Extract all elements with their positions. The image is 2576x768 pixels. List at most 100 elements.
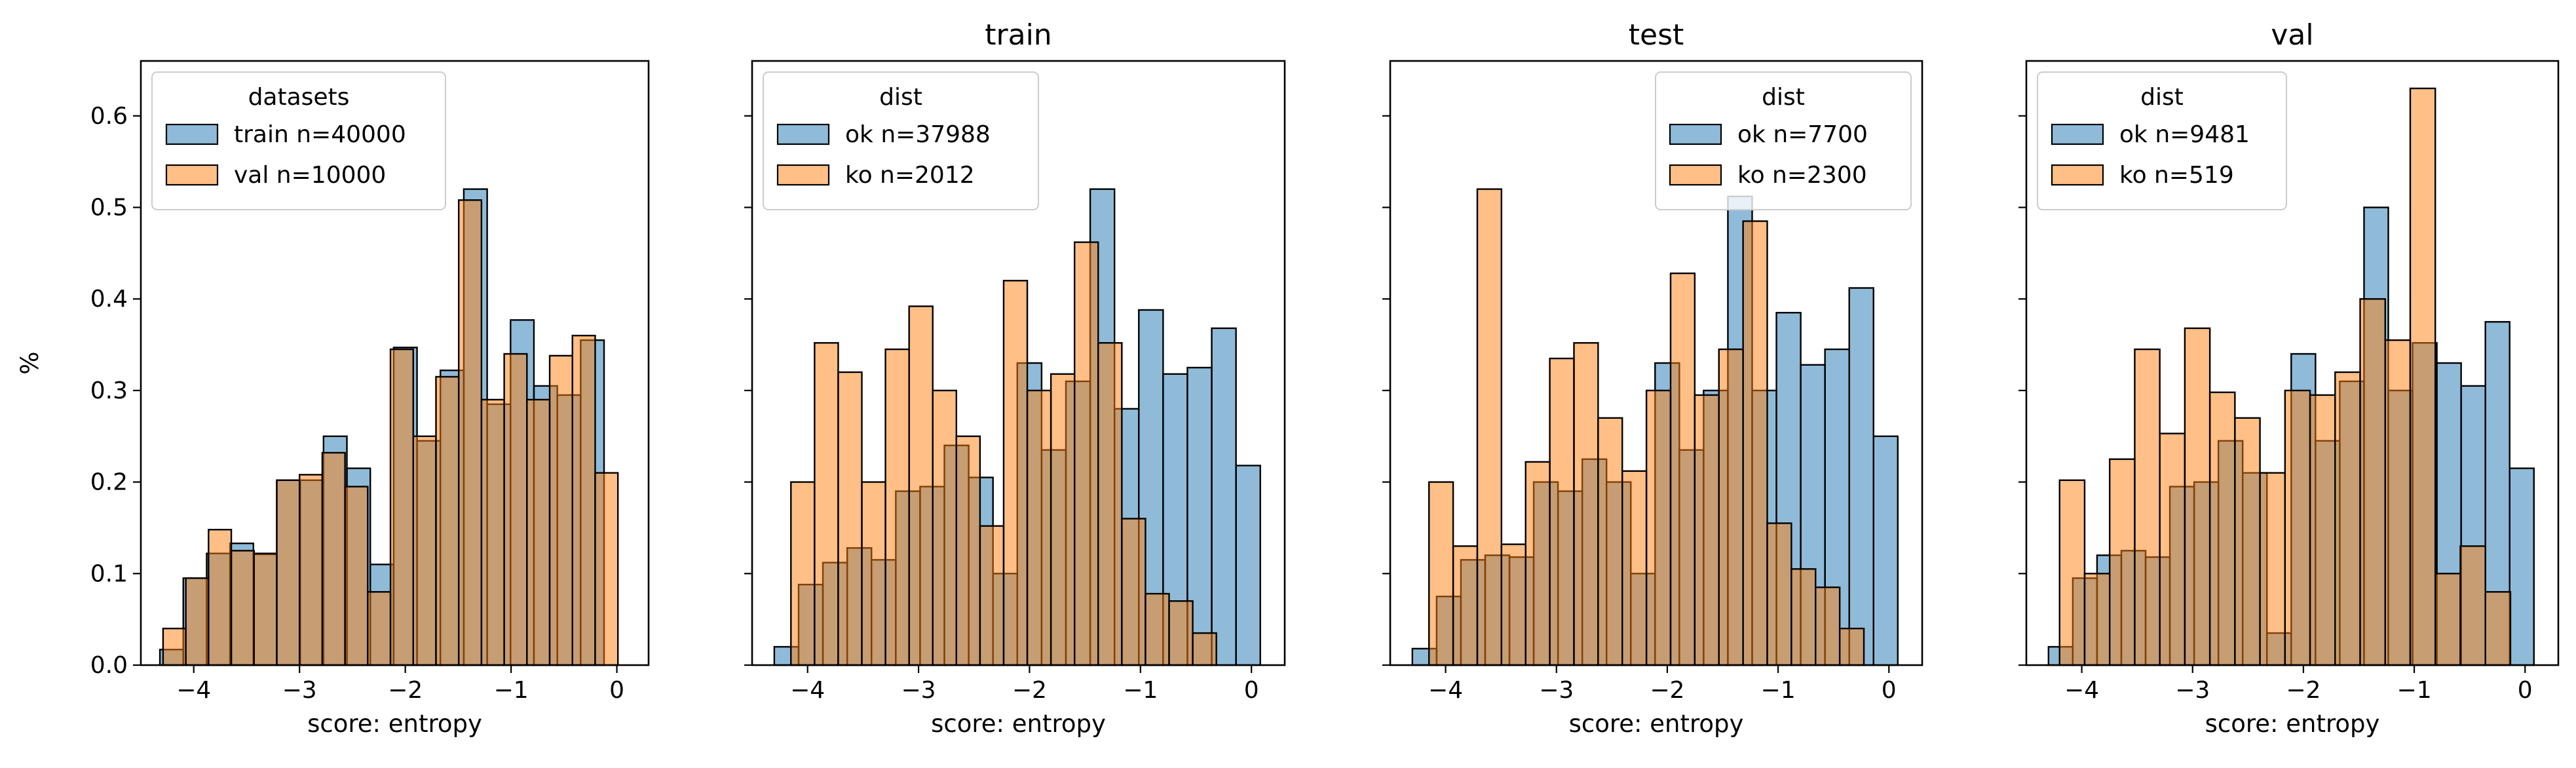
- legend-title: datasets: [248, 84, 350, 111]
- histogram-bar: [298, 474, 324, 666]
- histogram-bar: [1549, 357, 1575, 666]
- x-tick-label: −3: [2175, 677, 2210, 704]
- legend-entry: val n=10000: [234, 162, 386, 189]
- x-axis-label: score: entropy: [1569, 710, 1744, 738]
- legend-entry: ko n=2300: [1737, 162, 1867, 189]
- histogram-bar: [594, 472, 619, 666]
- histogram-bar: [861, 481, 886, 666]
- x-tick-label: −2: [1650, 677, 1684, 704]
- y-tick-label: 0.3: [90, 377, 128, 404]
- x-axis-label: score: entropy: [2205, 710, 2380, 738]
- histogram-bar: [1597, 417, 1623, 666]
- legend-title: dist: [879, 84, 922, 111]
- histogram-bar: [2234, 417, 2261, 666]
- histogram-bar: [1645, 389, 1672, 666]
- histogram-bar: [1452, 545, 1479, 666]
- histogram-bar: [1525, 461, 1551, 666]
- histogram-bar: [389, 348, 414, 666]
- histogram-bar: [2058, 479, 2086, 666]
- y-tick-label: 0.2: [90, 469, 128, 496]
- legend-box: [763, 71, 1039, 210]
- histogram-bar: [790, 481, 816, 666]
- x-axis-label: score: entropy: [307, 710, 482, 738]
- histogram-bar: [2384, 339, 2412, 666]
- histogram-bar: [2359, 298, 2386, 666]
- x-axis-label: score: entropy: [931, 710, 1106, 738]
- histogram-bar: [2509, 467, 2535, 666]
- histogram-bar: [1872, 435, 1899, 666]
- histogram-bar: [2109, 458, 2136, 666]
- histogram-bar: [1026, 389, 1052, 666]
- histogram-bar: [1718, 348, 1744, 666]
- legend-swatch-blue: [1669, 123, 1722, 145]
- histogram-bar: [321, 451, 346, 666]
- y-axis-label: %: [16, 351, 44, 374]
- axes-frame: [1389, 60, 1923, 666]
- legend-entry: ok n=37988: [845, 121, 991, 148]
- histogram-bar: [1050, 373, 1076, 666]
- histogram-bar: [457, 199, 483, 666]
- histogram-bar: [2184, 327, 2211, 666]
- panel-title: val: [2271, 18, 2313, 52]
- histogram-bar: [2459, 545, 2486, 666]
- histogram-bar: [1815, 586, 1841, 666]
- legend-entry: ok n=7700: [1737, 121, 1868, 148]
- legend-swatch-blue: [776, 123, 830, 145]
- histogram-bar: [884, 348, 910, 666]
- histogram-bar: [2409, 87, 2436, 666]
- histogram-bar: [162, 627, 187, 666]
- histogram-bar: [2309, 394, 2336, 666]
- panel-3: −4 −3 −2 −1 0 score: entropy test dist ok n=7700…: [1382, 18, 1923, 738]
- x-tick-label: −3: [901, 677, 936, 704]
- legend: dist ok n=9481 ko n=519: [2037, 71, 2287, 210]
- histogram-bar: [2484, 591, 2512, 666]
- panel-1: −4 −3 −2 −1 0 0.0 0.1 0.2 0.3 0.4 0.5 0.6 score: ent…: [16, 60, 650, 738]
- x-tick-label: −4: [176, 677, 211, 704]
- x-tick-label: −4: [1428, 677, 1463, 704]
- legend-swatch-blue: [2051, 123, 2104, 145]
- axes-frame: [2025, 60, 2560, 666]
- histogram-bar: [1168, 600, 1194, 666]
- legend-swatch-blue: [165, 123, 219, 145]
- histogram-bar: [1211, 327, 1237, 666]
- y-tick-label: 0.6: [90, 103, 128, 130]
- histogram-bar: [1742, 220, 1768, 666]
- y-tick-label: 0.4: [90, 286, 128, 313]
- legend-entry: ko n=2012: [845, 162, 975, 189]
- histogram-bar: [208, 529, 233, 666]
- histogram-bar: [1097, 342, 1123, 666]
- histogram-bar: [2134, 348, 2161, 666]
- histogram-bar: [571, 334, 596, 666]
- histogram-bar: [1192, 632, 1217, 666]
- x-tick-label: −1: [1761, 677, 1796, 704]
- histogram-bar: [2208, 391, 2236, 666]
- histogram-bar: [344, 486, 369, 666]
- x-tick-label: −4: [2064, 677, 2099, 704]
- axes-frame: [751, 60, 1286, 666]
- legend-swatch-orange: [2051, 164, 2104, 186]
- x-tick-label: 0: [2518, 677, 2533, 704]
- x-tick-label: −2: [1012, 677, 1047, 704]
- histogram-bar: [1428, 481, 1454, 666]
- x-tick-label: 0: [1882, 677, 1897, 704]
- histogram-bar: [955, 435, 981, 666]
- y-tick-label: 0.5: [90, 195, 128, 221]
- x-tick-label: −1: [1123, 677, 1158, 704]
- histogram-bar: [1838, 627, 1865, 666]
- panel-4: −4 −3 −2 −1 0 score: entropy val dist ok n=9481 k…: [2018, 18, 2560, 738]
- histogram-bar: [1074, 241, 1099, 666]
- histogram-bar: [1500, 543, 1526, 666]
- legend: dist ok n=37988 ko n=2012: [763, 71, 1039, 210]
- histogram-bar: [2284, 389, 2311, 666]
- x-tick-label: 0: [609, 677, 624, 704]
- panel-2: −4 −3 −2 −1 0 score: entropy train dist ok n=379…: [744, 18, 1286, 738]
- x-tick-label: −4: [790, 677, 825, 704]
- series-orange: [162, 199, 619, 666]
- legend-entry: ok n=9481: [2119, 121, 2250, 148]
- histogram-bar: [1621, 470, 1648, 666]
- legend-swatch-orange: [776, 164, 830, 186]
- histogram-bar: [253, 552, 278, 666]
- histogram-bar: [1790, 568, 1817, 666]
- x-tick-label: −1: [494, 677, 529, 704]
